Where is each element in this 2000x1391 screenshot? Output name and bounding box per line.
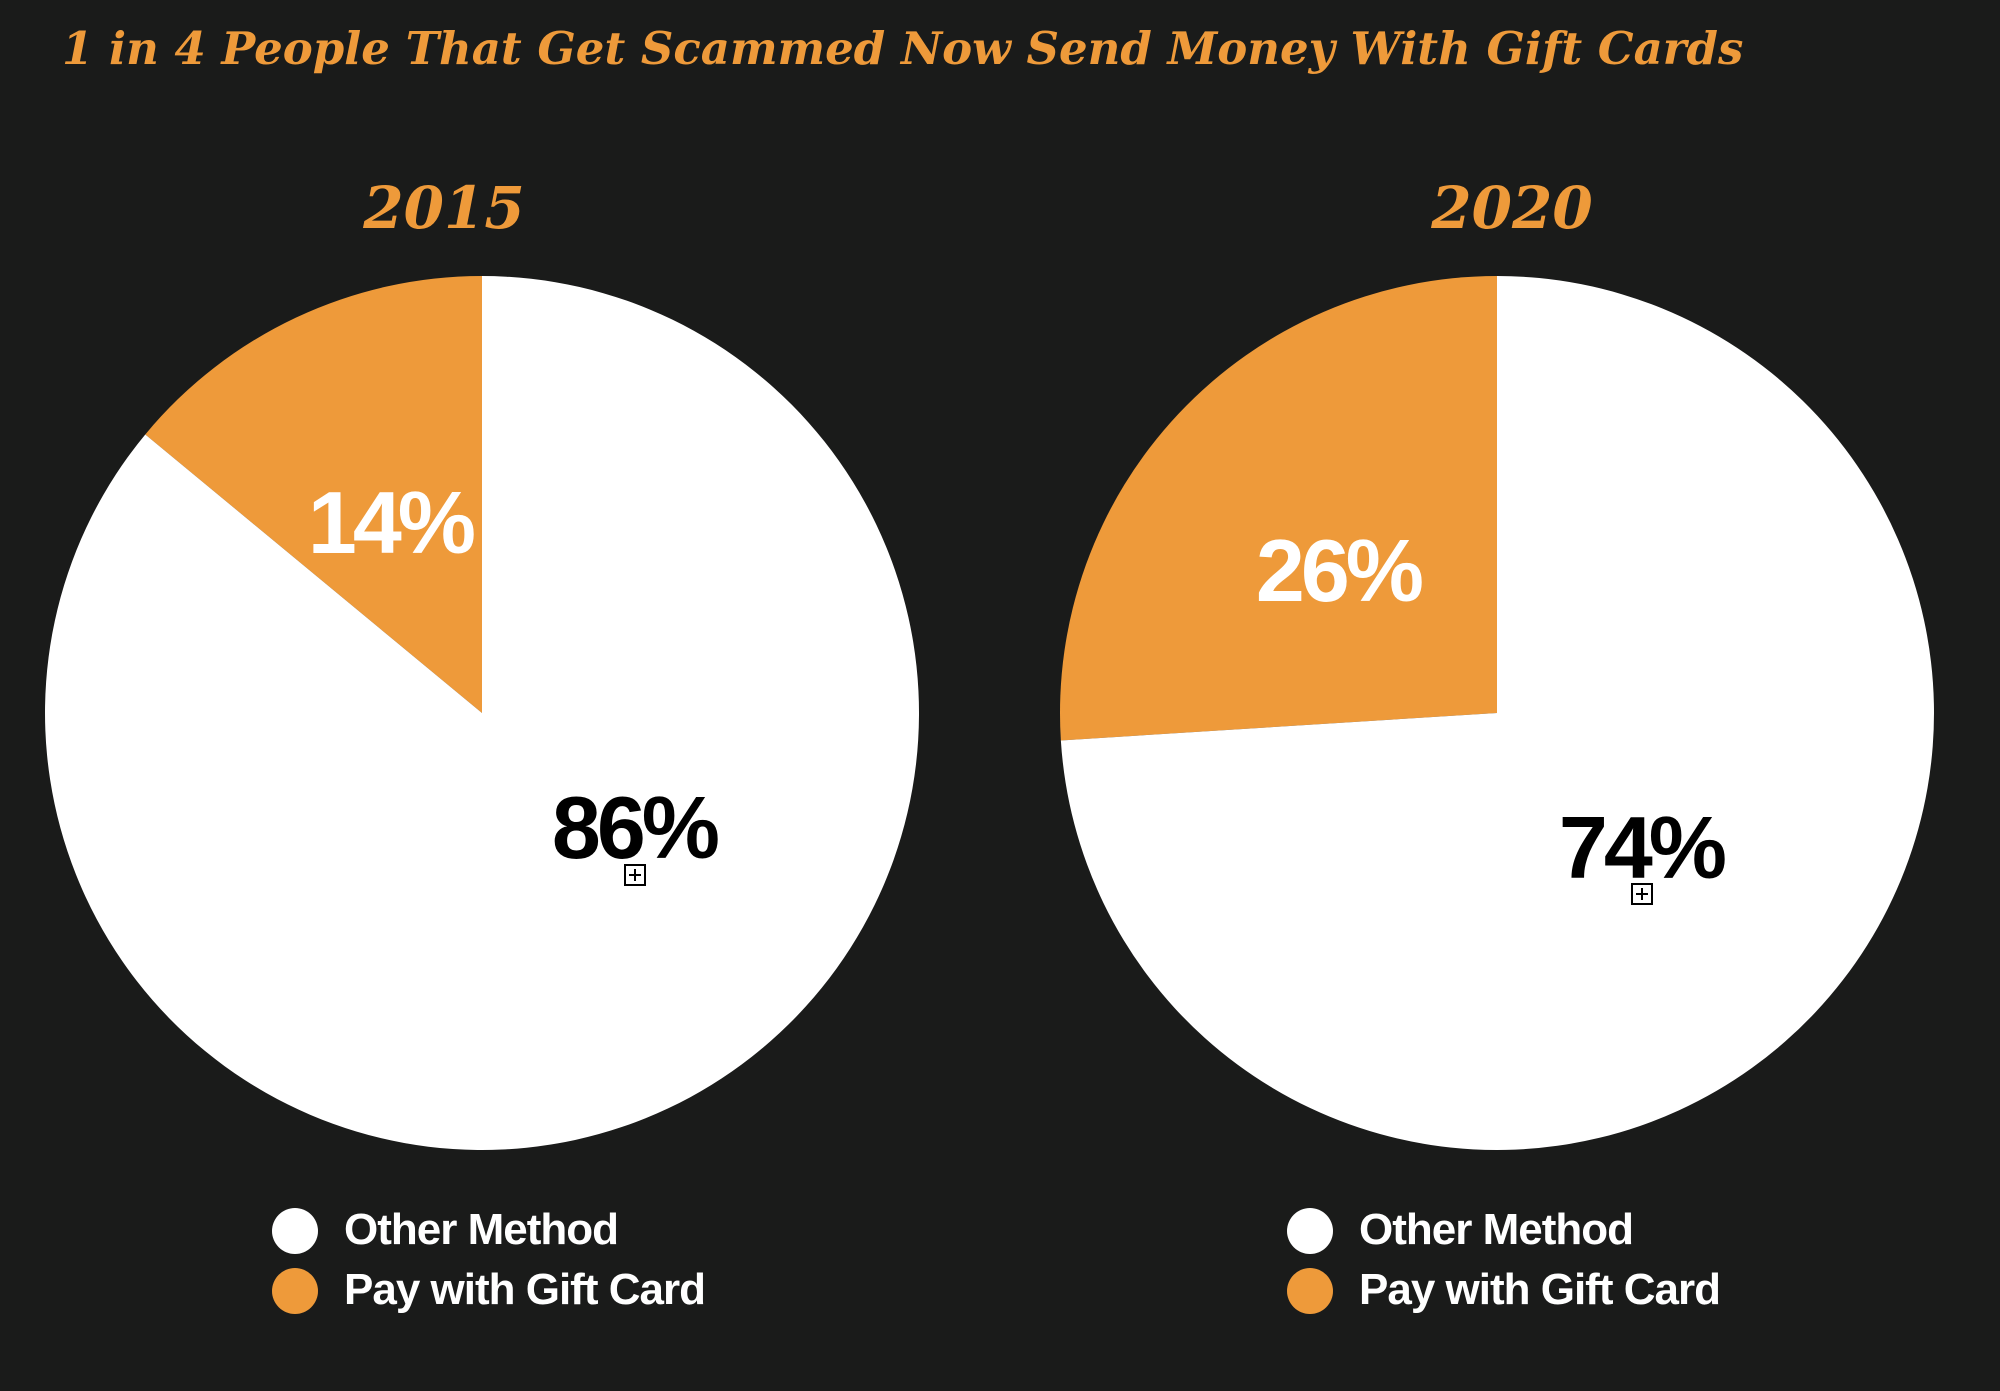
data-label-other-method-2020: 74% <box>1559 798 1725 897</box>
legend-label: Pay with Gift Card <box>1359 1265 1721 1314</box>
legend-swatch-gift-card <box>1287 1268 1333 1314</box>
pie-slice-other-method <box>1060 276 1934 1150</box>
legend-swatch-other-method <box>272 1208 318 1254</box>
pie-chart-2015: 2015 14% 86% <box>45 174 920 1150</box>
data-label-other-method-2015: 86% <box>552 778 718 877</box>
pie-title-2020: 2020 <box>1430 174 1592 242</box>
crosshair-icon <box>1631 883 1653 905</box>
crosshair-icon <box>624 864 646 886</box>
pie-chart-2020: 2020 26% 74% <box>1059 174 1934 1150</box>
pie-slice-gift-card <box>1059 276 1497 741</box>
pie-slices-2015 <box>45 276 920 1150</box>
pie-slices-2020 <box>1059 276 1934 1150</box>
legend-label: Pay with Gift Card <box>344 1265 706 1314</box>
pie-slice-gift-card <box>145 276 483 713</box>
legend-swatch-other-method <box>1287 1208 1333 1254</box>
data-label-gift-card-2020: 26% <box>1256 521 1422 620</box>
pie-slice-other-method <box>45 276 920 1150</box>
data-label-gift-card-2015: 14% <box>308 473 474 572</box>
legend-label: Other Method <box>344 1205 619 1254</box>
legend-label: Other Method <box>1359 1205 1634 1254</box>
chart-title: 1 in 4 People That Get Scammed Now Send … <box>62 22 1744 75</box>
legend-swatch-gift-card <box>272 1268 318 1314</box>
pie-title-2015: 2015 <box>362 174 524 242</box>
